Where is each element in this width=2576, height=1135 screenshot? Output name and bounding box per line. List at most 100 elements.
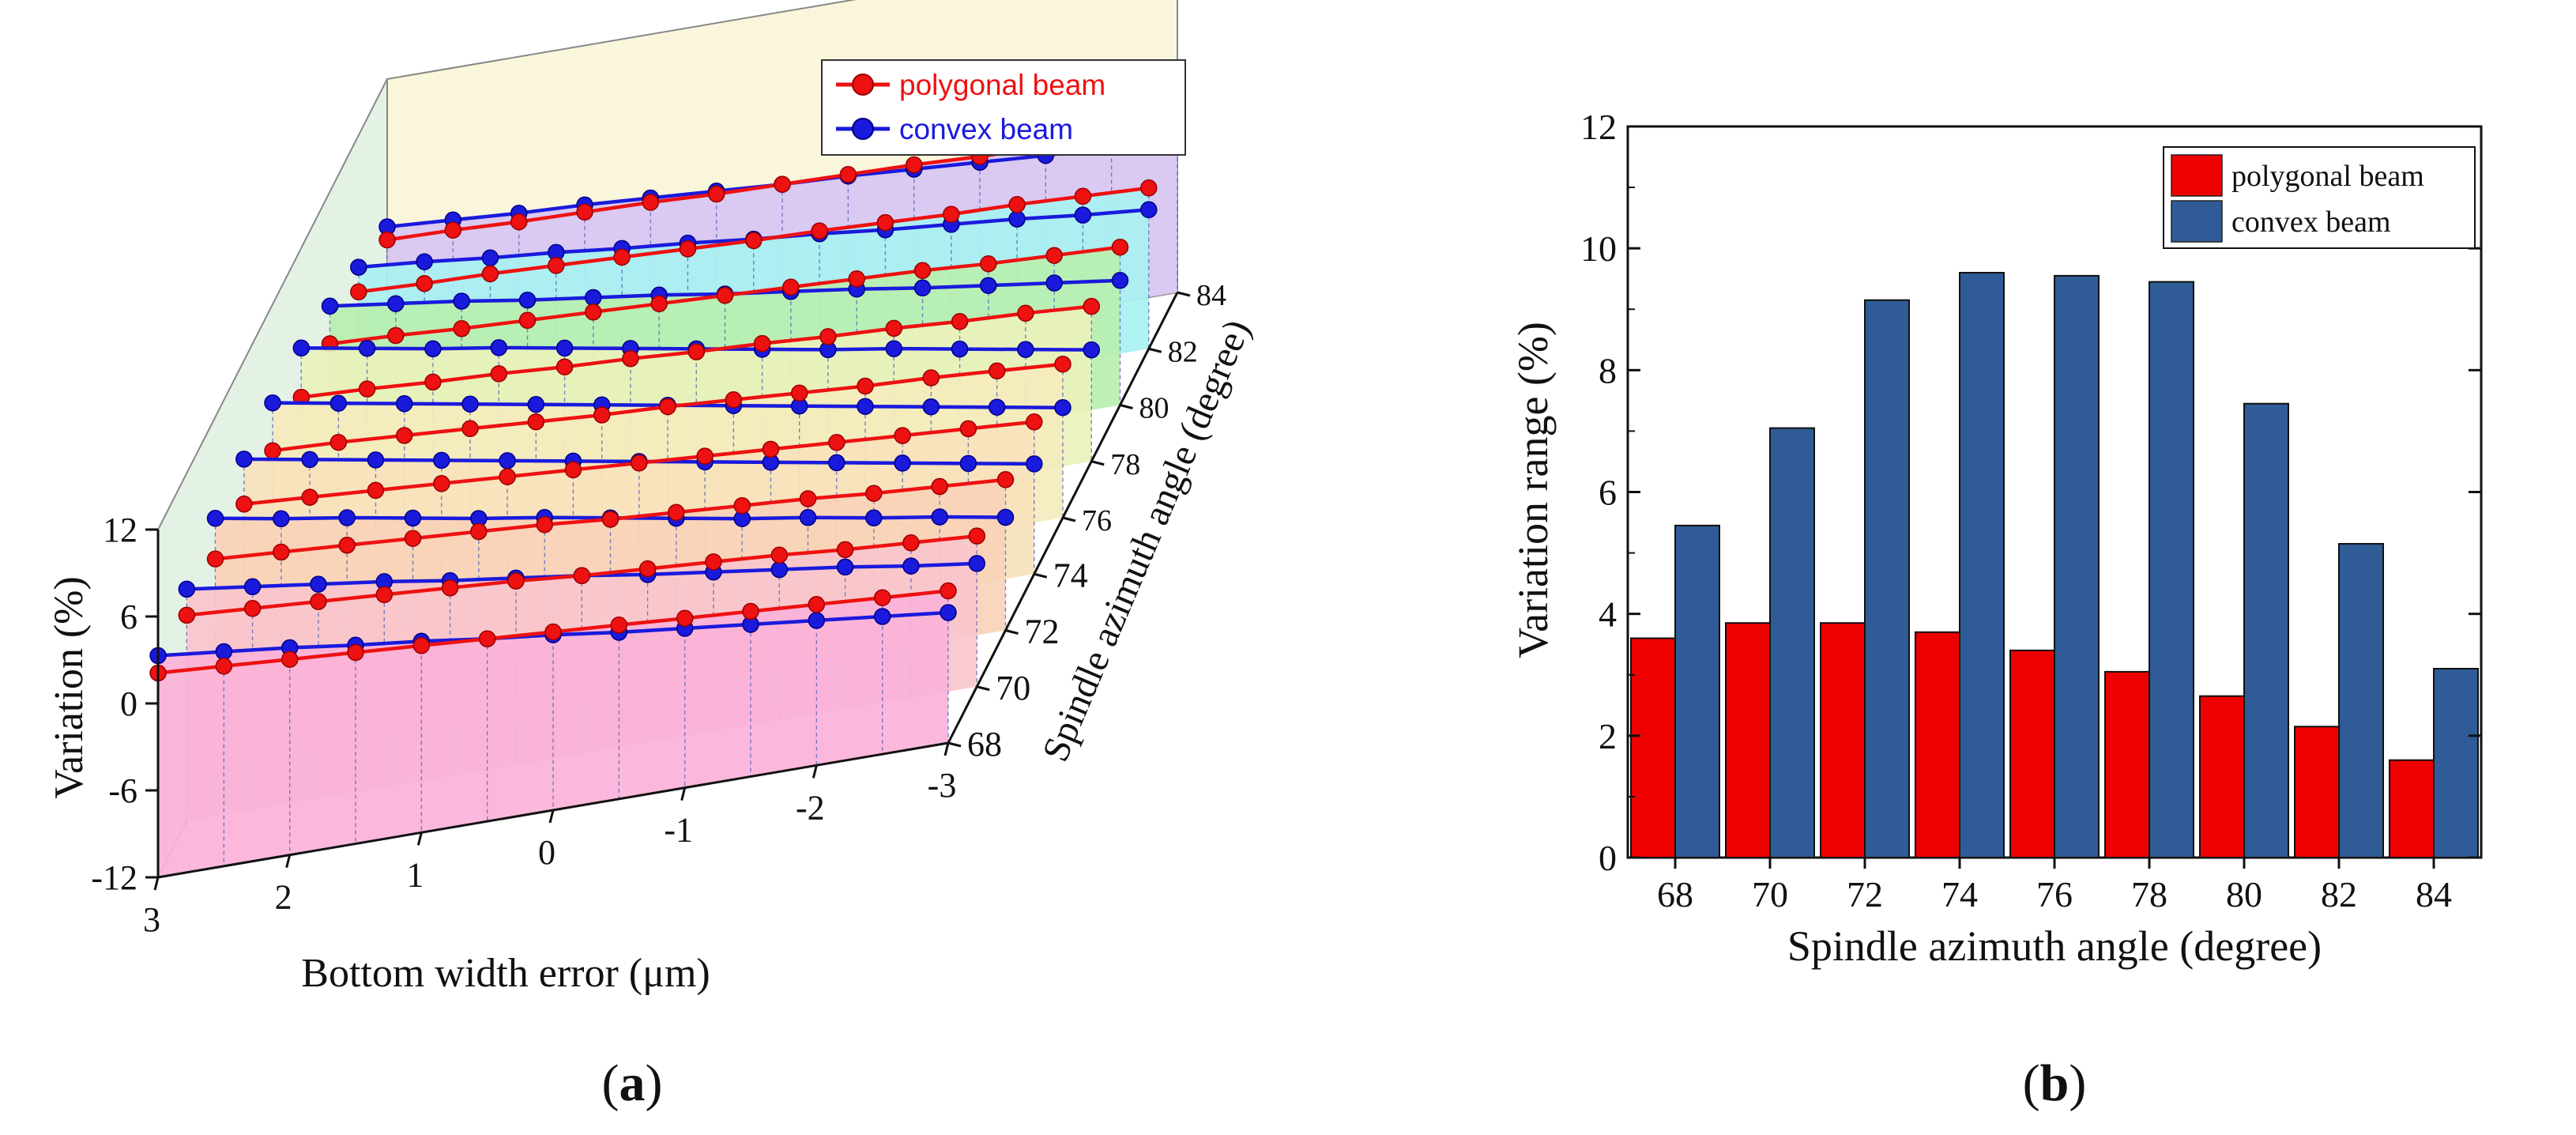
z-tick <box>1062 516 1076 522</box>
bar-convex-70 <box>1769 427 1815 858</box>
polygonal-point <box>913 262 932 280</box>
convex-point <box>235 451 253 468</box>
polygonal-point <box>1111 238 1129 256</box>
y-tick-label: 12 <box>103 511 137 549</box>
polygonal-point <box>808 596 826 613</box>
x-tick-label: 2 <box>275 878 292 917</box>
panel-b-bars <box>1630 272 2479 859</box>
convex-point <box>865 509 883 527</box>
z-tick-label: 80 <box>1139 392 1169 425</box>
polygonal-point <box>659 398 676 416</box>
polygonal-point <box>745 232 763 250</box>
polygonal-point <box>707 185 725 203</box>
polygonal-point <box>650 295 668 313</box>
convex-point <box>555 339 574 357</box>
convex-point <box>330 394 348 412</box>
polygonal-point <box>668 503 685 522</box>
convex-point <box>395 394 413 413</box>
polygonal-point <box>1074 187 1092 206</box>
polygonal-point <box>638 560 657 578</box>
convex-point <box>358 339 376 357</box>
polygonal-point <box>811 222 828 239</box>
polygonal-point <box>770 546 789 564</box>
polygonal-point <box>573 567 591 585</box>
z-tick-label: 84 <box>1196 279 1226 312</box>
z-tick-label: 78 <box>1110 448 1140 481</box>
convex-point <box>1083 341 1101 359</box>
polygonal-point <box>367 481 385 500</box>
bar-convex-68 <box>1674 524 1720 859</box>
convex-point <box>499 452 516 469</box>
bar-polygonal-68 <box>1630 637 1676 858</box>
polygonal-point <box>593 406 611 424</box>
convex-point <box>1074 206 1092 224</box>
convex-point <box>913 279 932 297</box>
polygonal-point <box>424 373 442 391</box>
polygonal-point <box>510 213 528 231</box>
convex-point <box>585 288 602 307</box>
polygonal-point <box>453 320 470 337</box>
x-tick <box>548 809 555 824</box>
polygonal-point <box>980 255 997 273</box>
polygonal-point <box>610 617 628 634</box>
y-tick-label: 6 <box>1599 473 1617 513</box>
polygonal-point <box>848 270 865 288</box>
convex-point <box>273 510 290 528</box>
polygonal-point <box>733 496 751 515</box>
polygonal-point <box>518 311 537 330</box>
polygonal-point <box>375 586 394 604</box>
polygonal-point <box>416 274 433 292</box>
polygonal-point <box>338 537 356 554</box>
polygonal-point <box>378 231 396 249</box>
polygonal-point <box>273 543 290 561</box>
x-tick <box>812 764 818 779</box>
polygonal-point <box>696 447 714 465</box>
convex-point <box>338 509 356 526</box>
polygonal-point <box>461 420 479 438</box>
x-tick-label: 1 <box>406 855 424 894</box>
polygonal-point <box>281 650 299 668</box>
polygonal-point <box>959 420 977 438</box>
panel-b-legend-polygonal-label: polygonal beam <box>2231 160 2424 193</box>
polygonal-point <box>481 265 499 283</box>
panel-a-legend-convex-label: convex beam <box>899 113 1073 145</box>
polygonal-point <box>951 313 969 330</box>
panel-b-legend-convex-swatch <box>2171 200 2223 243</box>
convex-point <box>799 509 817 526</box>
x-tick-label: 3 <box>143 900 160 939</box>
polygonal-point <box>350 283 367 301</box>
polygonal-point <box>931 477 948 496</box>
z-tick <box>1148 347 1162 353</box>
panel-b-legend-polygonal-swatch <box>2171 154 2223 197</box>
polygonal-point <box>585 304 602 321</box>
convex-point <box>931 508 948 526</box>
convex-point <box>988 398 1006 416</box>
bar-convex-78 <box>2149 281 2194 859</box>
polygonal-point <box>902 534 920 552</box>
y-tick-label: 4 <box>1599 594 1617 635</box>
x-tick-label: 80 <box>2226 874 2262 914</box>
convex-point <box>828 454 845 472</box>
polygonal-point <box>894 427 911 444</box>
polygonal-point <box>544 623 562 641</box>
polygonal-point <box>799 490 817 507</box>
x-tick <box>285 854 292 869</box>
polygonal-point <box>905 156 923 174</box>
convex-point <box>527 395 545 413</box>
polygonal-point <box>358 380 376 398</box>
x-tick-label: 70 <box>1752 874 1788 914</box>
polygonal-point <box>215 658 233 675</box>
polygonal-point <box>433 475 450 492</box>
panel-a-tick-labels: 3 2 1 0 -1 -2 -3 12 6 0 -6 -12 68 70 72 74 76 78 80 82 84 <box>91 279 1226 939</box>
polygonal-point <box>527 413 545 431</box>
convex-point <box>367 451 385 469</box>
convex-point <box>321 297 339 315</box>
panel-b-legend-convex-label: convex beam <box>2231 206 2391 239</box>
panel-a-legend-convex-marker <box>852 118 874 140</box>
polygonal-point <box>742 602 759 620</box>
polygonal-point <box>753 334 771 353</box>
polygonal-point <box>576 203 593 221</box>
convex-point <box>404 509 422 527</box>
convex-point <box>1026 455 1043 473</box>
